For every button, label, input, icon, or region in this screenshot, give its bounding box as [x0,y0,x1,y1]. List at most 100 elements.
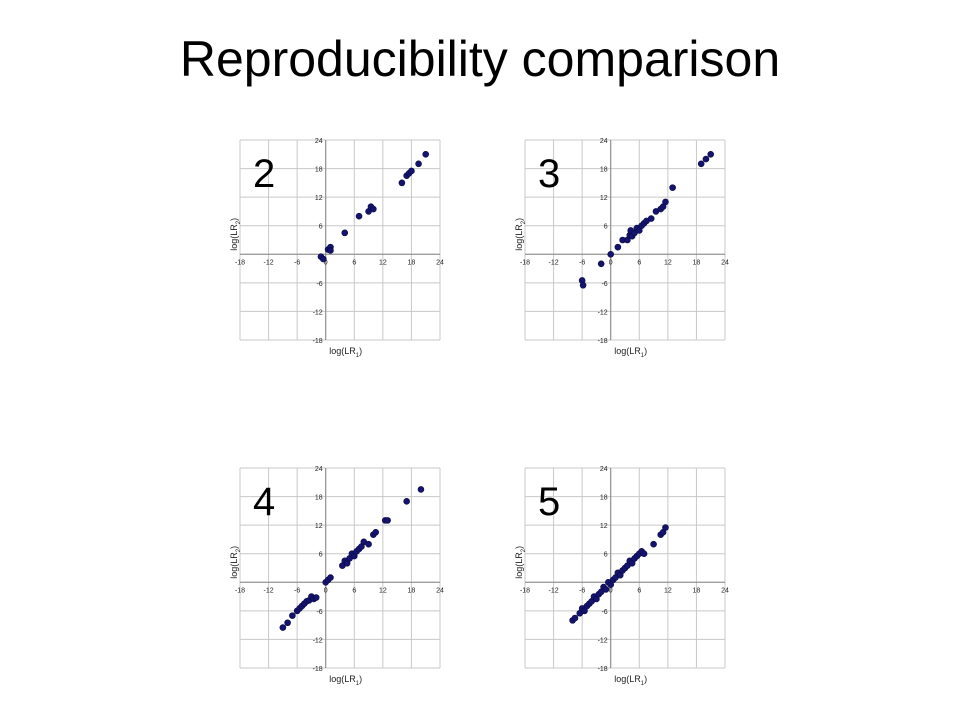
data-point [702,155,710,163]
panel-label: 5 [538,480,561,524]
x-tick-label: 0 [324,587,328,594]
data-point [320,255,327,263]
data-point [614,243,622,251]
y-tick-label: 6 [319,552,323,559]
x-axis-label: log(LR1) [329,674,362,687]
y-tick-label: 6 [604,224,608,231]
x-tick-label: -18 [235,587,245,594]
data-point [284,619,291,627]
x-tick-label: 6 [637,259,641,266]
data-point [640,550,648,558]
page-title: Reproducibility comparison [179,31,781,87]
data-point [579,281,587,289]
y-tick-label: -12 [313,309,323,316]
y-tick-label: 6 [319,224,323,231]
data-point [355,212,363,220]
x-axis-label: log(LR1) [614,674,647,687]
x-tick-label: -6 [579,587,585,594]
y-tick-label: 18 [600,167,608,174]
y-tick-label: 6 [604,552,608,559]
y-tick-label: -12 [598,309,608,316]
x-axis-label: log(LR1) [614,346,647,359]
x-tick-label: 12 [379,587,387,594]
data-point [417,486,425,493]
x-tick-label: 18 [408,587,416,594]
y-tick-label: 24 [600,138,608,145]
x-tick-label: -18 [520,587,530,594]
data-point [341,229,349,237]
x-axis-label: log(LR1) [329,346,362,359]
data-point [662,524,669,531]
y-tick-label: -12 [598,637,608,644]
y-tick-label: 18 [600,495,608,502]
x-tick-label: 0 [324,259,328,266]
data-point [327,247,334,254]
data-point [408,167,415,175]
y-tick-label: 18 [315,495,323,502]
scatter-panel-3: -18 -18 -12 -12 -6 -6 0 6 6 12 12 18 18 24 24 log(LR1) l… [513,132,743,362]
data-point [398,179,406,187]
y-tick-label: -6 [316,281,322,288]
data-point [662,198,669,206]
y-tick-label: 12 [600,195,608,202]
x-tick-label: 18 [693,587,701,594]
x-tick-label: -12 [549,587,559,594]
x-tick-label: 12 [379,259,387,266]
y-axis-label: log(LR2) [229,218,242,251]
scatter-panel-5: -18 -18 -12 -12 -6 -6 0 6 6 12 12 18 18 24 24 log(LR1) l… [513,460,743,690]
data-point [372,528,380,536]
data-point [384,517,391,524]
x-tick-label: 0 [609,587,613,594]
data-point [597,260,605,268]
y-tick-label: 12 [600,523,608,530]
y-tick-label: -18 [598,338,608,345]
x-tick-label: -12 [264,587,274,594]
y-tick-label: 18 [315,167,323,174]
y-tick-label: 24 [315,138,323,145]
y-tick-label: 12 [315,523,323,530]
data-point [327,574,334,581]
x-tick-label: -18 [235,259,245,266]
x-tick-label: 6 [637,587,641,594]
scatter-plot: -18 -18 -12 -12 -6 -6 0 6 6 12 12 18 18 24 24 log(LR1) l… [514,138,729,359]
y-tick-label: -12 [313,637,323,644]
y-axis-label: log(LR2) [514,546,527,579]
y-tick-label: 24 [315,466,323,473]
data-point [370,205,377,213]
data-point [647,215,655,222]
scatter-panel-2: -18 -18 -12 -12 -6 -6 0 6 6 12 12 18 18 24 24 log(LR1) l… [228,132,458,362]
x-tick-label: 18 [408,259,416,266]
data-point [602,586,610,593]
y-axis-label: log(LR2) [514,218,527,251]
x-tick-label: 24 [436,587,444,594]
data-point [707,150,715,158]
scatter-panel-4: -18 -18 -12 -12 -6 -6 0 6 6 12 12 18 18 24 24 log(LR1) l… [228,460,458,690]
x-tick-label: -6 [294,587,300,594]
data-point [312,594,320,601]
x-tick-label: -6 [294,259,300,266]
data-point [403,498,410,505]
data-point [415,160,422,168]
data-point [650,540,657,548]
scatter-plot: -18 -18 -12 -12 -6 -6 0 6 6 12 12 18 18 24 24 log(LR1) l… [229,138,444,359]
data-point [669,184,676,191]
y-tick-label: -18 [313,338,323,345]
y-tick-label: -6 [601,609,607,616]
panel-label: 2 [253,152,276,196]
panel-label: 3 [538,152,561,196]
x-tick-label: 0 [609,259,613,266]
x-tick-label: -12 [549,259,559,266]
x-tick-label: 24 [721,259,729,266]
data-point [697,160,705,168]
y-tick-label: -18 [598,666,608,673]
y-axis-label: log(LR2) [229,546,242,579]
data-point [289,612,296,619]
y-tick-label: -6 [601,281,607,288]
x-tick-label: -18 [520,259,530,266]
x-tick-label: 18 [693,259,701,266]
data-point [607,250,615,258]
data-point [365,540,372,548]
y-tick-label: -6 [316,609,322,616]
data-point [279,624,287,631]
panel-label: 4 [253,480,276,524]
